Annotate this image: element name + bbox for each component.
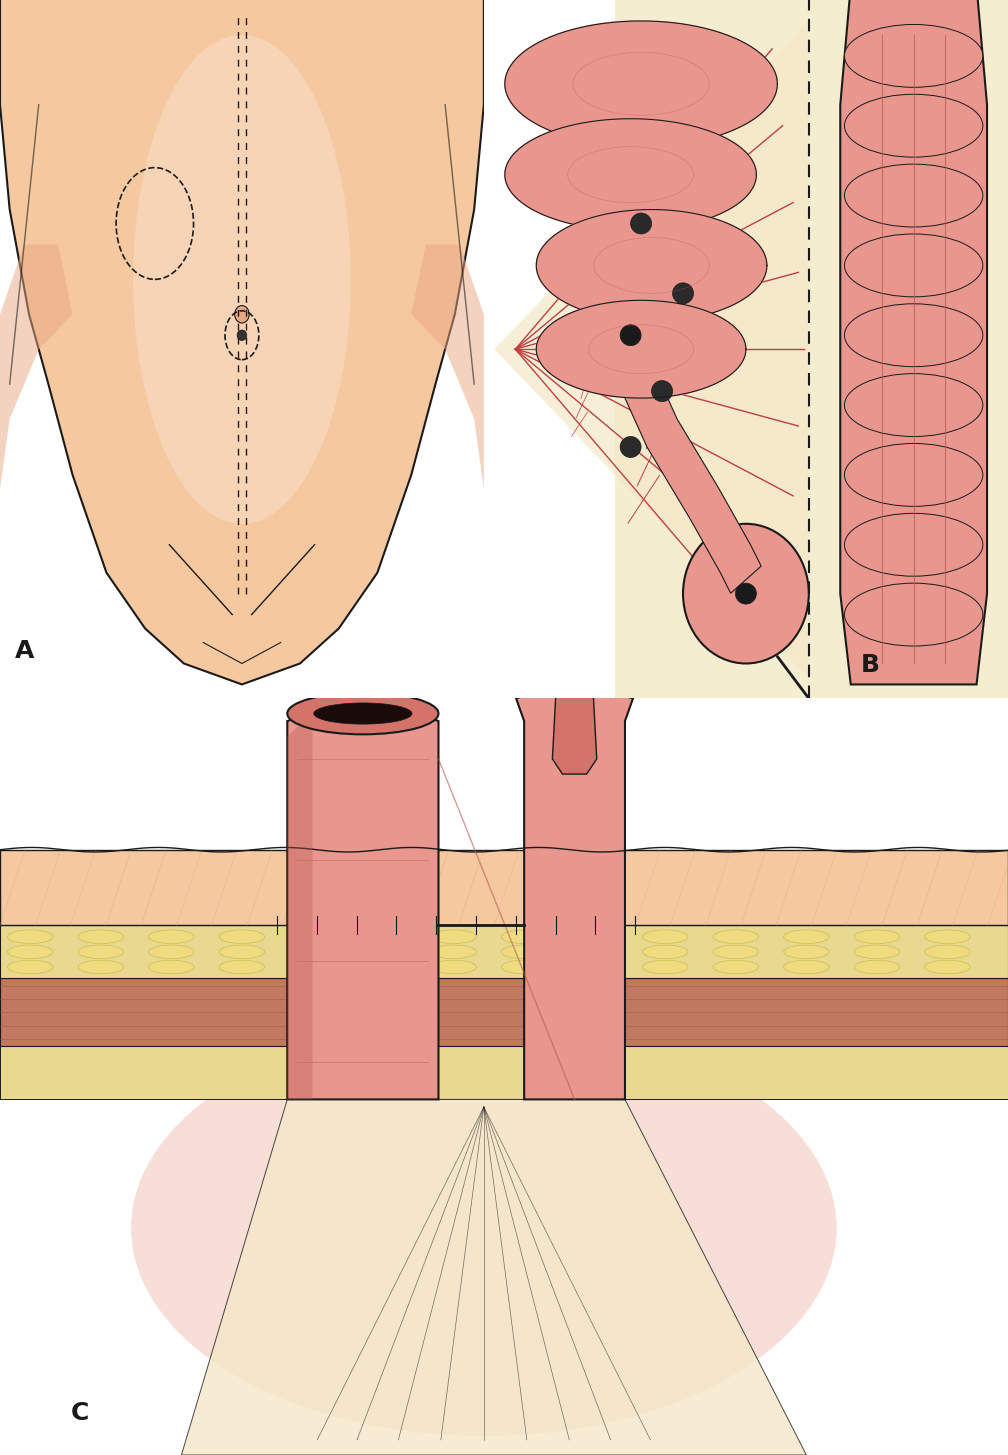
Polygon shape [181, 1100, 806, 1455]
Ellipse shape [845, 95, 983, 157]
Polygon shape [287, 698, 438, 1100]
Ellipse shape [7, 946, 52, 959]
Ellipse shape [845, 234, 983, 297]
Ellipse shape [925, 930, 971, 943]
Polygon shape [516, 684, 633, 1100]
Ellipse shape [573, 930, 617, 943]
Ellipse shape [784, 946, 829, 959]
Ellipse shape [651, 381, 672, 402]
Ellipse shape [672, 282, 694, 304]
Ellipse shape [237, 330, 247, 340]
Ellipse shape [79, 960, 124, 973]
Ellipse shape [220, 960, 264, 973]
Polygon shape [0, 244, 73, 489]
Ellipse shape [149, 930, 194, 943]
Ellipse shape [714, 946, 759, 959]
Ellipse shape [845, 164, 983, 227]
Ellipse shape [290, 946, 336, 959]
Polygon shape [0, 1046, 1008, 1100]
Ellipse shape [133, 35, 351, 524]
Ellipse shape [79, 946, 124, 959]
Ellipse shape [714, 960, 759, 973]
Polygon shape [0, 850, 1008, 925]
Ellipse shape [845, 583, 983, 646]
Ellipse shape [431, 946, 477, 959]
Ellipse shape [845, 304, 983, 367]
Ellipse shape [290, 960, 336, 973]
Ellipse shape [290, 930, 336, 943]
Polygon shape [0, 978, 1008, 1046]
Ellipse shape [855, 946, 900, 959]
Ellipse shape [784, 960, 829, 973]
Polygon shape [287, 713, 312, 1100]
Ellipse shape [431, 930, 477, 943]
Ellipse shape [235, 306, 249, 323]
Ellipse shape [855, 960, 900, 973]
Ellipse shape [313, 703, 412, 725]
Ellipse shape [7, 960, 52, 973]
Ellipse shape [643, 930, 688, 943]
Ellipse shape [149, 960, 194, 973]
Ellipse shape [220, 930, 264, 943]
Polygon shape [0, 925, 1008, 978]
Polygon shape [536, 210, 767, 322]
Ellipse shape [361, 930, 405, 943]
Polygon shape [552, 668, 597, 774]
Ellipse shape [855, 930, 900, 943]
Polygon shape [411, 244, 484, 489]
Ellipse shape [361, 946, 405, 959]
Ellipse shape [501, 960, 546, 973]
Ellipse shape [845, 444, 983, 506]
Ellipse shape [501, 930, 546, 943]
Ellipse shape [573, 946, 617, 959]
Ellipse shape [631, 212, 651, 234]
Text: A: A [14, 640, 34, 663]
Ellipse shape [620, 324, 641, 346]
Polygon shape [536, 300, 746, 399]
Ellipse shape [220, 946, 264, 959]
Polygon shape [841, 0, 987, 684]
Ellipse shape [501, 946, 546, 959]
Ellipse shape [925, 960, 971, 973]
Ellipse shape [845, 514, 983, 576]
Ellipse shape [7, 930, 52, 943]
Polygon shape [615, 0, 1008, 698]
Ellipse shape [361, 960, 405, 973]
Ellipse shape [620, 436, 641, 457]
Ellipse shape [784, 930, 829, 943]
Ellipse shape [736, 583, 756, 604]
Text: C: C [71, 1401, 89, 1424]
Ellipse shape [845, 25, 983, 87]
Polygon shape [494, 20, 808, 678]
Ellipse shape [925, 946, 971, 959]
Ellipse shape [131, 1020, 837, 1436]
Polygon shape [0, 0, 484, 684]
Polygon shape [505, 119, 756, 230]
Ellipse shape [287, 693, 438, 735]
Ellipse shape [845, 374, 983, 436]
Ellipse shape [431, 960, 477, 973]
Ellipse shape [683, 524, 808, 663]
Polygon shape [615, 351, 761, 594]
Ellipse shape [79, 930, 124, 943]
Ellipse shape [714, 930, 759, 943]
Polygon shape [505, 20, 777, 147]
Ellipse shape [573, 960, 617, 973]
Ellipse shape [643, 946, 688, 959]
Ellipse shape [149, 946, 194, 959]
Ellipse shape [643, 960, 688, 973]
Text: B: B [861, 653, 880, 678]
